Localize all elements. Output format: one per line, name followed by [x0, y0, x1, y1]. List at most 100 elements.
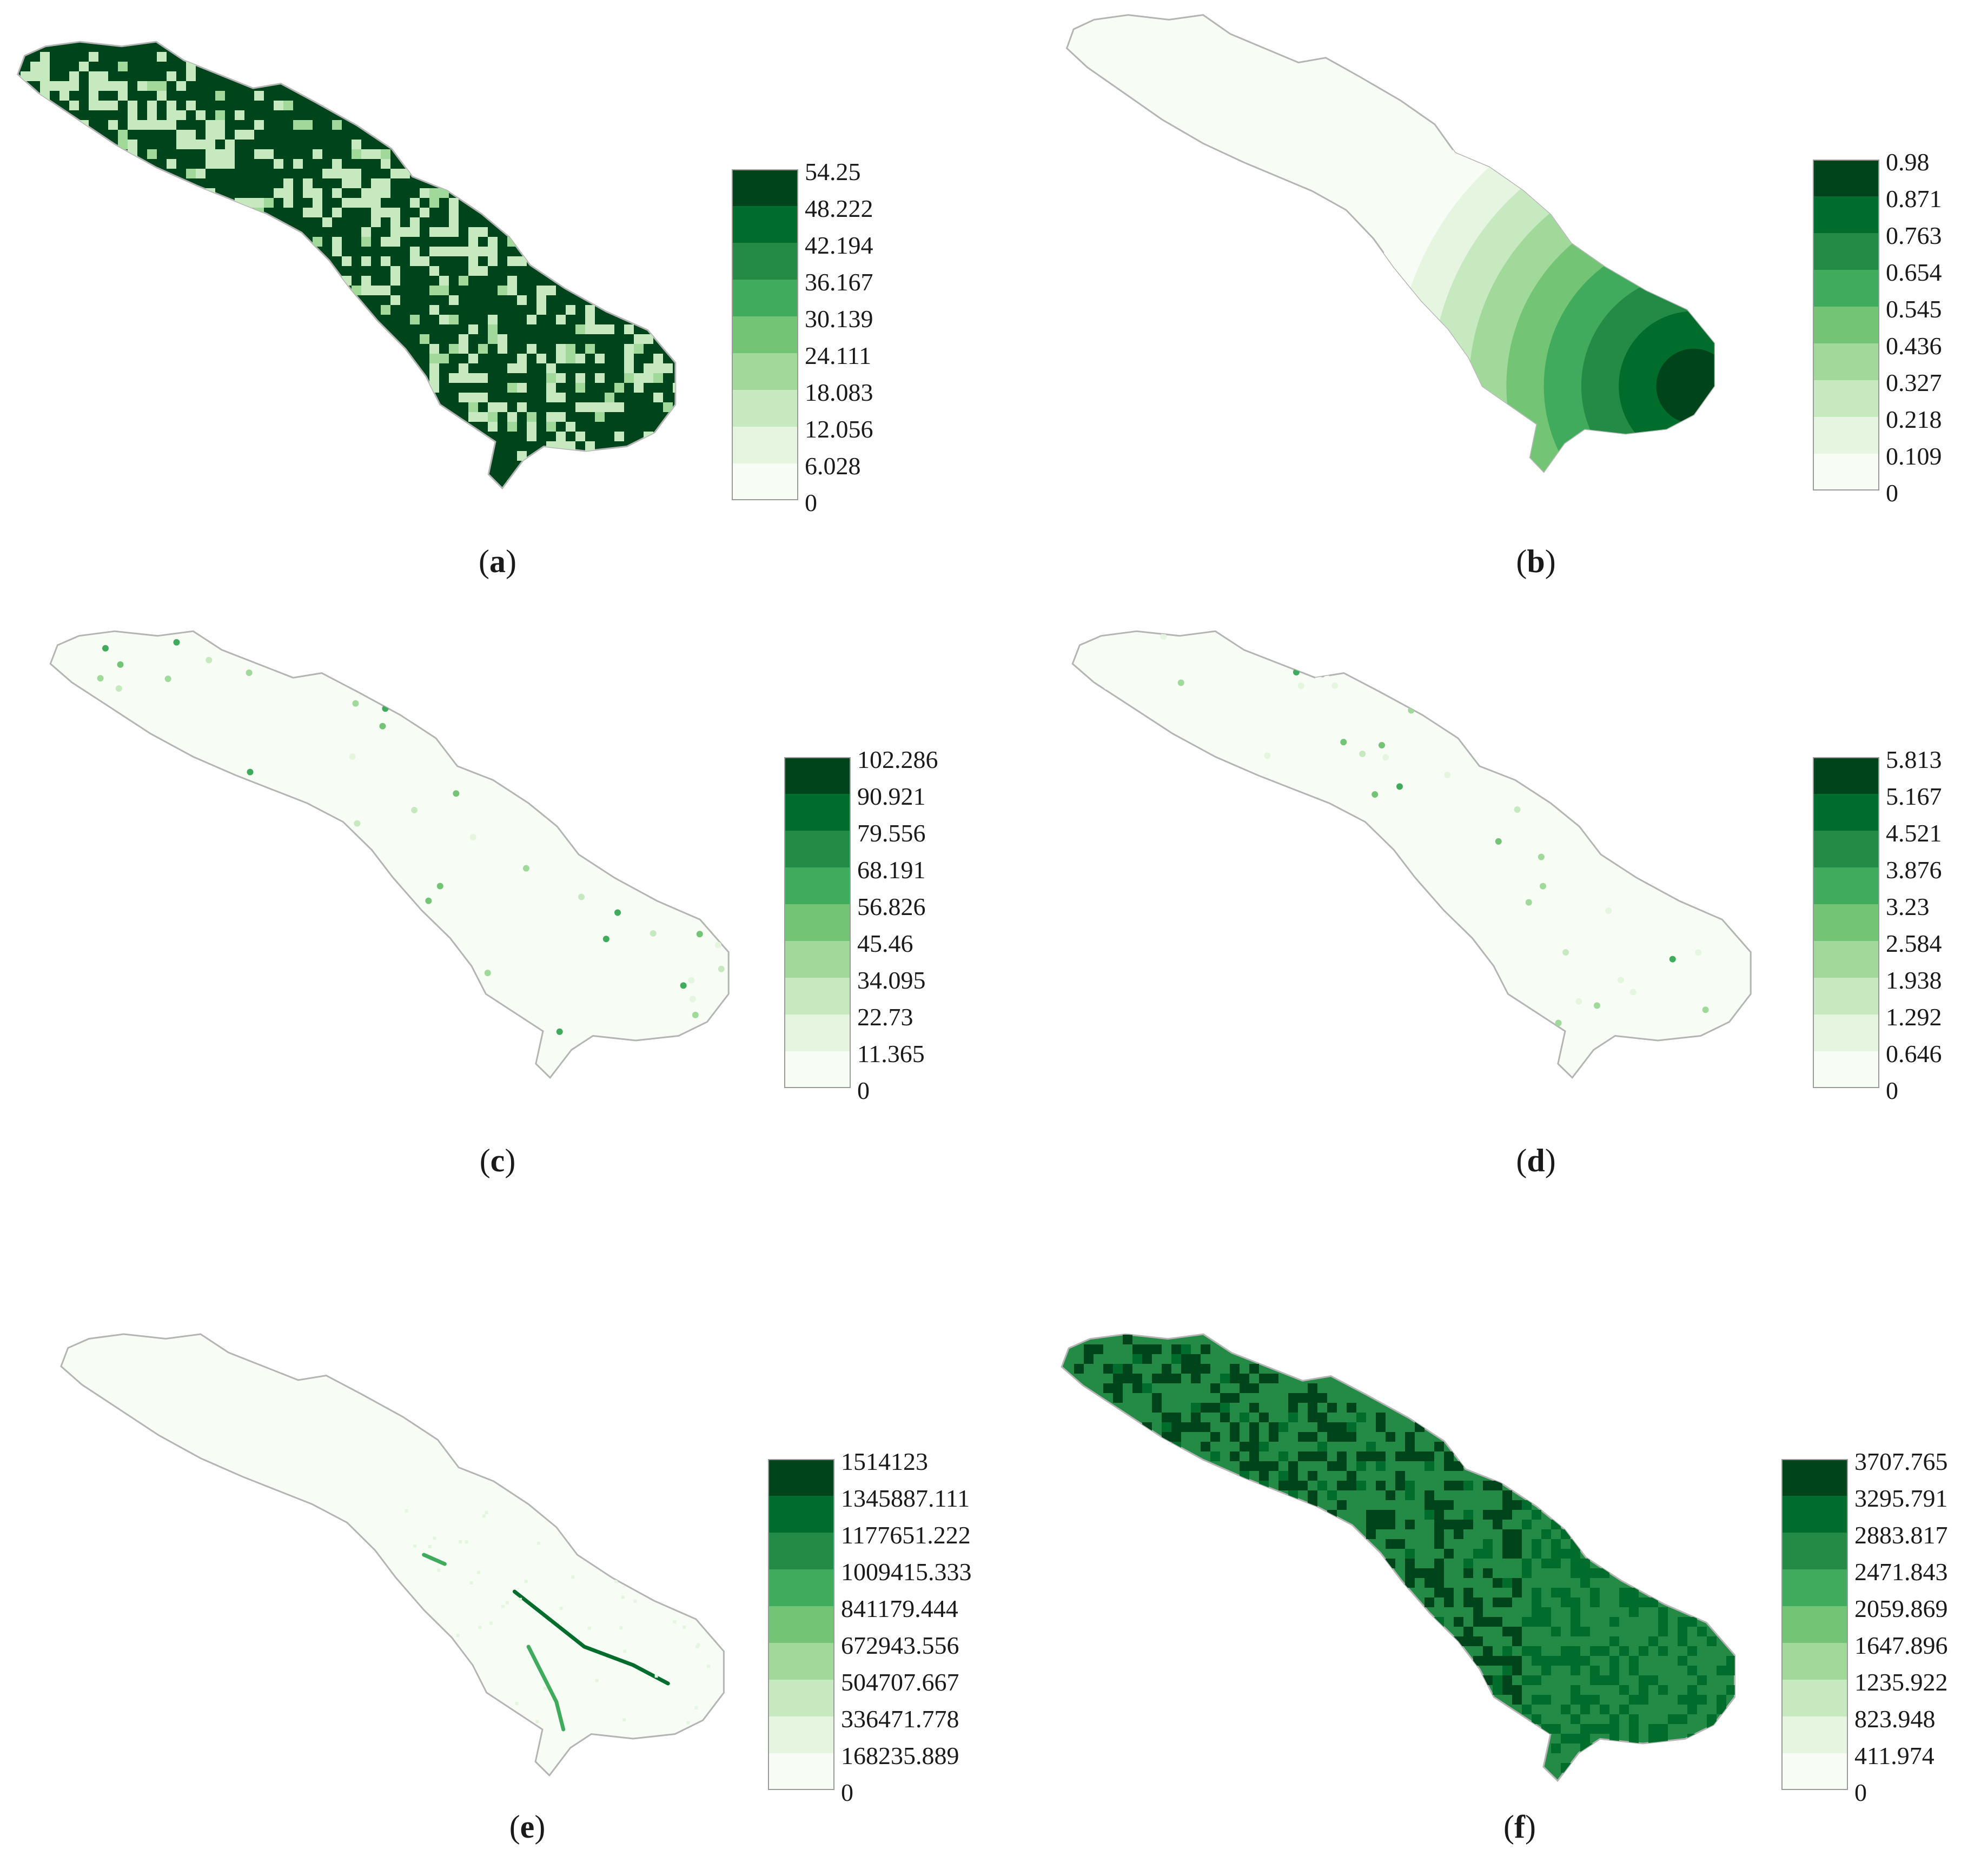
legend-swatch — [784, 867, 851, 904]
legend-label: 0.218 — [1886, 406, 1942, 433]
legend-label: 22.73 — [857, 1003, 913, 1031]
legend-swatch — [1813, 1015, 1879, 1051]
map-b — [1065, 14, 1715, 473]
legend-label: 168235.889 — [841, 1742, 959, 1769]
legend-swatch — [1813, 233, 1879, 270]
legend-label: 1345887.111 — [841, 1484, 970, 1512]
legend-label: 0 — [841, 1779, 853, 1806]
legend-swatch — [1781, 1716, 1848, 1753]
legend-swatch — [784, 978, 851, 1015]
legend-swatch — [784, 757, 851, 794]
legend-label: 0 — [857, 1077, 870, 1104]
legend-swatch — [784, 904, 851, 941]
legend-label: 6.028 — [805, 452, 861, 480]
legend-label: 504707.667 — [841, 1668, 959, 1696]
legend-label: 1647.896 — [1854, 1632, 1948, 1659]
legend-label: 5.813 — [1886, 746, 1942, 773]
raster-cells — [405, 1509, 711, 1732]
caption-b: (b) — [1516, 543, 1556, 579]
legend-swatch — [768, 1716, 834, 1753]
legend-swatch — [1813, 867, 1879, 904]
legend-swatch — [768, 1533, 834, 1569]
legend-label: 0.327 — [1886, 369, 1942, 396]
legend-label: 0.109 — [1886, 442, 1942, 470]
legend-swatch — [1781, 1643, 1848, 1680]
legend-label: 11.365 — [857, 1040, 925, 1068]
legend-label: 2059.869 — [1854, 1595, 1948, 1622]
legend-label: 45.46 — [857, 930, 913, 957]
basin-area — [60, 1333, 725, 1777]
legend-label: 36.167 — [805, 268, 873, 296]
legend-swatch — [1813, 794, 1879, 831]
legend-swatch — [1813, 307, 1879, 343]
legend-swatch — [768, 1753, 834, 1790]
caption-d: (d) — [1516, 1143, 1556, 1178]
legend-label: 0 — [1886, 1077, 1898, 1104]
legend-label: 0 — [1854, 1779, 1867, 1806]
legend-label: 0 — [805, 489, 817, 516]
legend-label: 2471.843 — [1854, 1558, 1948, 1586]
legend-swatch — [784, 1051, 851, 1088]
legend-swatch — [784, 794, 851, 831]
legend-swatch — [1781, 1680, 1848, 1716]
map-a — [17, 41, 677, 490]
caption-a: (a) — [479, 543, 516, 579]
legend-label: 0 — [1886, 479, 1898, 507]
legend-swatch — [768, 1569, 834, 1606]
legend-swatch — [732, 427, 798, 463]
legend-swatch — [732, 390, 798, 427]
legend-swatch — [768, 1680, 834, 1716]
legend-swatch — [1813, 343, 1879, 380]
legend-label: 1009415.333 — [841, 1558, 972, 1586]
legend-label: 0.763 — [1886, 222, 1942, 249]
legend-label: 34.095 — [857, 966, 926, 994]
legend-swatch — [1813, 417, 1879, 454]
legend-swatch — [732, 353, 798, 390]
raster-cells — [1103, 633, 1709, 1026]
legend-swatch — [768, 1496, 834, 1533]
legend-label: 68.191 — [857, 856, 926, 884]
legend-label: 5.167 — [1886, 783, 1942, 810]
legend-swatch — [1813, 196, 1879, 233]
legend-label: 56.826 — [857, 893, 926, 920]
legend-label: 2883.817 — [1854, 1521, 1948, 1549]
legend-label: 3.23 — [1886, 893, 1930, 920]
caption-f: (f) — [1503, 1809, 1536, 1845]
legend-swatch — [768, 1459, 834, 1496]
legend-label: 1177651.222 — [841, 1521, 971, 1549]
legend-label: 42.194 — [805, 231, 873, 259]
legend-swatch — [784, 1015, 851, 1051]
raster-cells — [1074, 1335, 1735, 1773]
legend-label: 672943.556 — [841, 1632, 959, 1659]
legend-swatch — [1813, 454, 1879, 490]
legend-label: 0.98 — [1886, 148, 1930, 176]
caption-c: (c) — [479, 1143, 516, 1178]
legend-label: 4.521 — [1886, 819, 1942, 847]
legend-label: 823.948 — [1854, 1705, 1936, 1733]
legend-label: 411.974 — [1854, 1742, 1934, 1769]
legend-label: 336471.778 — [841, 1705, 959, 1733]
map-c — [49, 630, 730, 1079]
legend-swatch — [732, 463, 798, 500]
legend-label: 12.056 — [805, 415, 873, 443]
legend-label: 3707.765 — [1854, 1448, 1948, 1475]
legend-label: 54.25 — [805, 158, 861, 185]
legend-label: 24.111 — [805, 342, 872, 369]
legend-label: 2.584 — [1886, 930, 1942, 957]
legend-label: 3.876 — [1886, 856, 1942, 884]
legend-label: 1514123 — [841, 1448, 928, 1475]
legend-swatch — [1813, 380, 1879, 417]
legend-label: 0.871 — [1886, 185, 1942, 213]
legend-swatch — [1781, 1496, 1848, 1533]
legend-swatch — [1813, 978, 1879, 1015]
legend-swatch — [784, 831, 851, 867]
legend-label: 0.436 — [1886, 332, 1942, 360]
basin-area — [1061, 1333, 1736, 1782]
legend-label: 0.545 — [1886, 295, 1942, 323]
legend-swatch — [768, 1606, 834, 1643]
legend-label: 79.556 — [857, 819, 926, 847]
legend-swatch — [1781, 1753, 1848, 1790]
legend-swatch — [732, 243, 798, 280]
map-e — [60, 1333, 725, 1777]
legend-swatch — [732, 206, 798, 243]
